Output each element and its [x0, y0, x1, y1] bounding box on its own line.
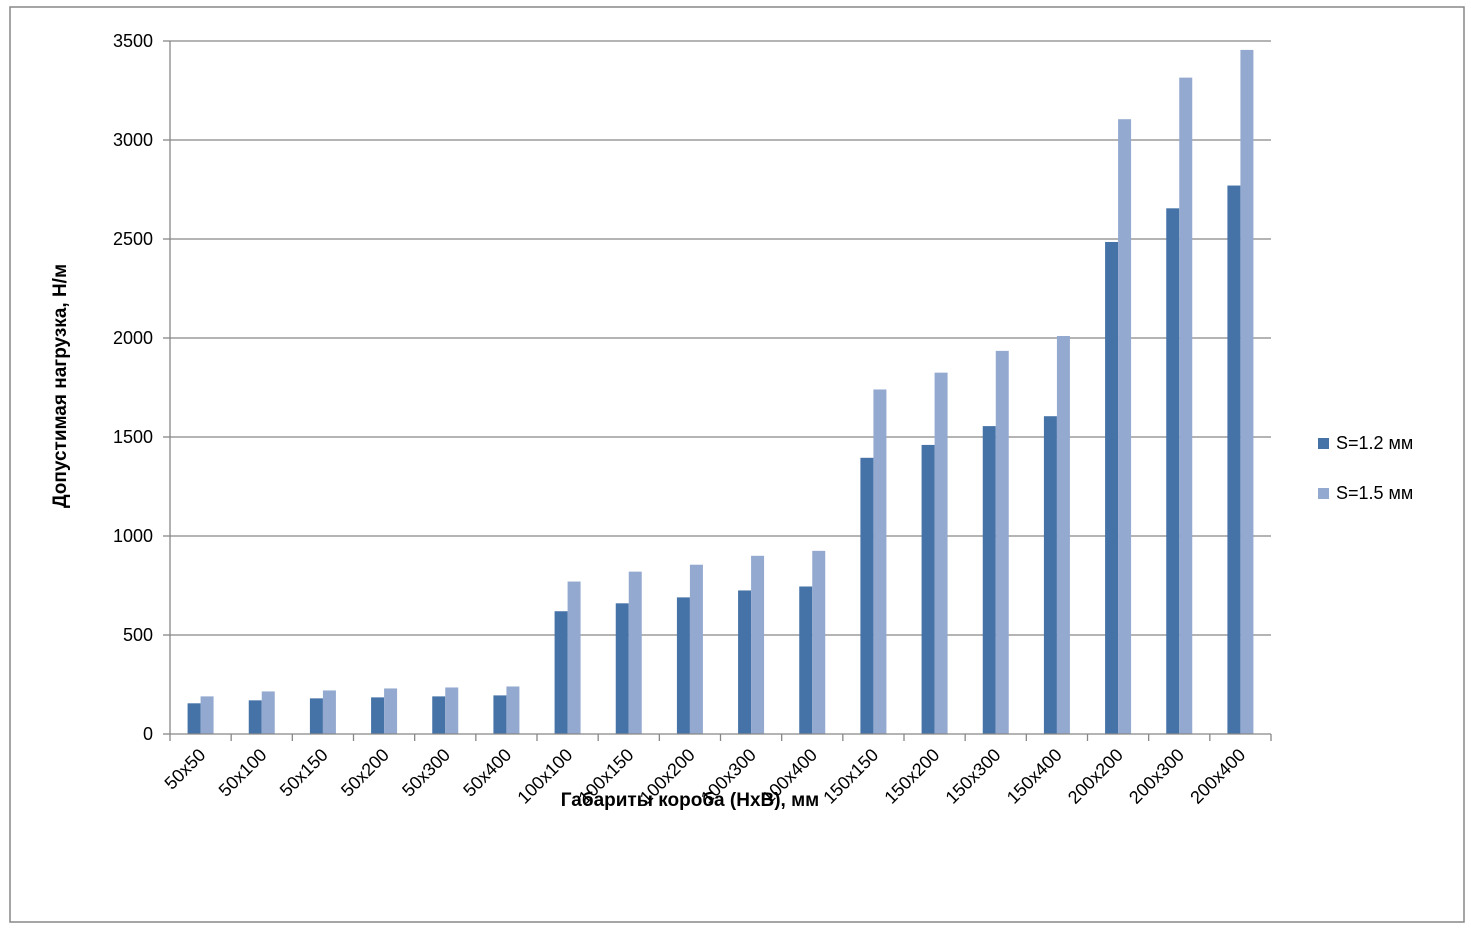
bar-s12-50x400 — [493, 695, 507, 734]
bar-s15-100x300 — [751, 555, 765, 734]
bar-s15-50x400 — [506, 686, 520, 734]
y-tick-label: 500 — [123, 625, 153, 645]
bar-s15-100x200 — [689, 564, 703, 734]
bar-s12-200x300 — [1166, 208, 1180, 734]
y-tick-label: 1000 — [113, 526, 153, 546]
bar-s15-50x200 — [384, 688, 398, 734]
bar-s15-100x150 — [628, 571, 642, 734]
y-tick-labels: 0 500 1000 1500 2000 2500 3000 3500 — [113, 31, 153, 744]
chart-border — [9, 6, 1465, 923]
bar-s12-100x300 — [738, 590, 752, 734]
legend: S=1.2 мм S=1.5 мм — [1318, 433, 1413, 503]
bar-s12-50x200 — [371, 697, 385, 734]
gridlines — [163, 40, 1271, 735]
bars — [187, 49, 1254, 735]
bar-s12-150x200 — [921, 444, 935, 734]
bar-s15-50x300 — [445, 687, 459, 734]
bar-s15-150x400 — [1056, 336, 1070, 734]
bar-s15-200x400 — [1240, 49, 1254, 735]
bar-s15-150x300 — [995, 350, 1009, 734]
y-tick-label: 0 — [143, 724, 153, 744]
bar-s15-200x300 — [1179, 77, 1193, 734]
bar-s15-100x400 — [812, 550, 826, 734]
axes — [169, 41, 1272, 741]
bar-s15-150x200 — [934, 372, 948, 734]
bar-s12-150x400 — [1043, 416, 1057, 734]
bar-s15-100x100 — [567, 581, 581, 734]
bar-s12-50x300 — [432, 696, 446, 734]
legend-label: S=1.5 мм — [1336, 483, 1413, 503]
bar-s15-50x50 — [200, 696, 214, 734]
bar-s12-50x50 — [187, 703, 201, 734]
y-tick-label: 1500 — [113, 427, 153, 447]
legend-label: S=1.2 мм — [1336, 433, 1413, 453]
x-axis-title: Габариты короба (НхВ), мм — [561, 790, 819, 811]
bar-s15-50x150 — [322, 690, 336, 734]
legend-swatch — [1318, 438, 1329, 449]
bar-s12-50x150 — [309, 698, 323, 734]
bar-s15-150x150 — [873, 389, 887, 734]
legend-swatch — [1318, 488, 1329, 499]
y-tick-label: 3500 — [113, 31, 153, 51]
y-tick-label: 3000 — [113, 130, 153, 150]
bar-s12-200x200 — [1105, 241, 1119, 734]
bar-s12-100x400 — [799, 586, 813, 734]
bar-s12-200x400 — [1227, 185, 1241, 735]
y-axis-title: Допустимая нагрузка, Н/м — [50, 264, 71, 508]
bar-s12-100x200 — [676, 597, 690, 734]
bar-s12-100x100 — [554, 611, 568, 734]
bar-s12-50x100 — [248, 700, 262, 734]
bar-s12-150x150 — [860, 457, 874, 734]
y-tick-label: 2500 — [113, 229, 153, 249]
y-tick-label: 2000 — [113, 328, 153, 348]
bar-s12-150x300 — [982, 426, 996, 734]
bar-s15-50x100 — [261, 691, 275, 734]
bar-s12-100x150 — [615, 603, 629, 734]
bar-s15-200x200 — [1118, 119, 1132, 734]
